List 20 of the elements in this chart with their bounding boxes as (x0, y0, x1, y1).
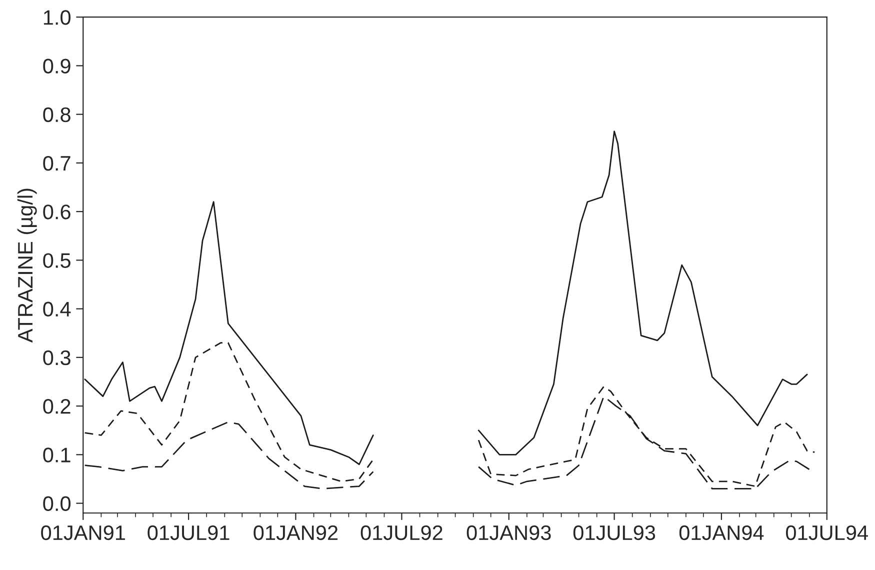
x-tick-label: 01JAN94 (679, 525, 764, 540)
y-tick-label: 0.6 (43, 204, 70, 220)
y-tick-label: 0.9 (43, 58, 70, 74)
y-tick-label: 0.2 (43, 399, 70, 414)
y-tick-label: 0.8 (43, 107, 70, 122)
y-tick-label: 0.5 (43, 253, 70, 268)
x-tick-label: 01JUL92 (360, 525, 442, 540)
y-tick-label: 0.4 (43, 302, 71, 317)
y-tick-label: 0.7 (43, 156, 70, 171)
y-axis-title: ATRAZINE (µg/l) (17, 188, 37, 343)
y-tick-label: 0.0 (43, 496, 71, 512)
x-tick-label: 01JUL93 (573, 525, 656, 540)
x-tick-label: 01JAN92 (254, 525, 338, 540)
x-tick-label: 01JUL91 (148, 525, 230, 540)
y-tick-label: 1.0 (44, 10, 71, 25)
x-tick-label: 01JAN93 (466, 525, 551, 540)
y-tick-label: 0.1 (43, 448, 70, 462)
x-tick-label: 01JAN91 (41, 525, 125, 540)
x-tick-label: 01JUL94 (786, 525, 868, 540)
y-tick-label: 0.3 (43, 350, 70, 366)
